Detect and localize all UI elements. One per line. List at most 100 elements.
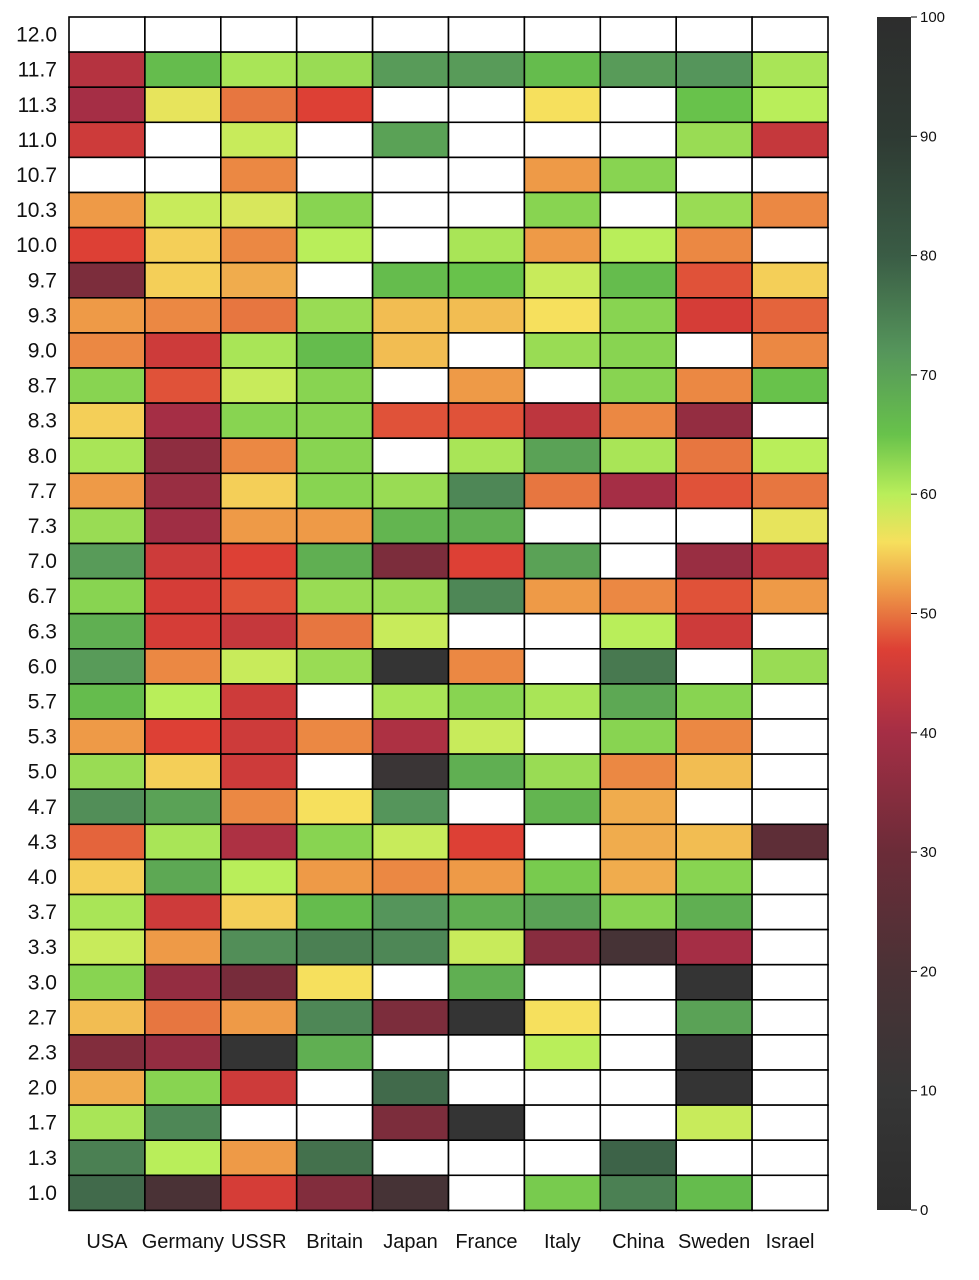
heatmap-cell: [447, 823, 526, 861]
heatmap-cell: [371, 893, 450, 931]
heatmap-cell: [295, 928, 374, 966]
heatmap-cell: [447, 121, 526, 159]
heatmap-cell: [220, 402, 298, 440]
colorbar-tick-label: 80: [920, 248, 937, 265]
heatmap-cell: [68, 1069, 146, 1106]
heatmap-cell: [68, 86, 146, 124]
heatmap-cell: [675, 718, 753, 755]
heatmap-cell: [371, 823, 450, 861]
heatmap-cell: [751, 191, 829, 229]
heatmap-cell: [371, 472, 450, 510]
y-tick-label: 6.0: [28, 655, 57, 678]
heatmap-cell: [751, 121, 829, 159]
heatmap-cell: [295, 577, 374, 615]
heatmap-cell: [220, 963, 298, 1001]
y-tick-label: 3.7: [28, 901, 57, 924]
heatmap-cell: [599, 963, 677, 1001]
heatmap-cell: [295, 1069, 374, 1106]
x-tick-label: Britain: [306, 1231, 363, 1253]
heatmap-cell: [371, 156, 450, 194]
heatmap-cell: [68, 788, 146, 826]
heatmap-cell: [68, 647, 146, 685]
heatmap-cell: [675, 788, 753, 826]
heatmap-cell: [144, 437, 222, 475]
heatmap-cell: [599, 86, 677, 124]
heatmap-cell: [599, 437, 677, 475]
heatmap-cell: [447, 1174, 526, 1212]
heatmap-cell: [675, 1104, 753, 1141]
heatmap-cell: [447, 472, 526, 510]
colorbar-tick-label: 30: [920, 844, 937, 861]
y-tick-label: 9.3: [28, 304, 57, 327]
heatmap-cell: [295, 402, 374, 440]
heatmap-cell: [371, 402, 450, 440]
heatmap-cell: [523, 261, 602, 299]
heatmap-cell: [68, 683, 146, 720]
heatmap-cell: [599, 261, 677, 299]
heatmap-cell: [599, 612, 677, 650]
heatmap-cell: [523, 1139, 602, 1177]
heatmap-cell: [447, 577, 526, 615]
heatmap-cell: [675, 1139, 753, 1177]
heatmap-cell: [523, 226, 602, 264]
heatmap-cell: [371, 1174, 450, 1212]
y-tick-label: 9.7: [28, 269, 57, 292]
heatmap-cell: [295, 437, 374, 475]
heatmap-cell: [523, 51, 602, 88]
heatmap-cell: [220, 437, 298, 475]
heatmap-cell: [68, 226, 146, 264]
heatmap-cell: [599, 191, 677, 229]
heatmap-cell: [295, 51, 374, 88]
heatmap-cell: [220, 788, 298, 826]
y-tick-label: 2.3: [28, 1041, 57, 1064]
heatmap-cell: [447, 296, 526, 334]
heatmap-cell: [447, 612, 526, 650]
heatmap-cell: [599, 1174, 677, 1212]
heatmap-cell: [675, 858, 753, 896]
heatmap-cell: [523, 1104, 602, 1141]
heatmap-cell: [447, 1104, 526, 1141]
heatmap-cell: [751, 893, 829, 931]
x-tick-label: Japan: [383, 1231, 438, 1253]
heatmap-cell: [599, 16, 677, 53]
heatmap-cell: [144, 156, 222, 194]
heatmap-cell: [371, 121, 450, 159]
heatmap-cell: [220, 928, 298, 966]
heatmap-cell: [447, 542, 526, 580]
heatmap-cell: [144, 367, 222, 404]
heatmap-cell: [675, 261, 753, 299]
heatmap-cell: [68, 612, 146, 650]
heatmap-cell: [371, 753, 450, 790]
heatmap-cell: [371, 296, 450, 334]
y-tick-label: 9.0: [28, 339, 57, 362]
y-tick-label: 5.7: [28, 690, 57, 713]
heatmap-cell: [144, 86, 222, 124]
heatmap-cell: [220, 823, 298, 861]
heatmap-cell: [447, 963, 526, 1001]
heatmap-cell: [599, 1069, 677, 1106]
heatmap-cell: [144, 753, 222, 790]
heatmap-cell: [523, 928, 602, 966]
heatmap-cell: [295, 683, 374, 720]
heatmap-cell: [68, 577, 146, 615]
heatmap-cell: [295, 753, 374, 790]
heatmap-cell: [68, 121, 146, 159]
y-tick-label: 11.3: [18, 94, 57, 117]
heatmap-cell: [220, 893, 298, 931]
heatmap-cell: [523, 542, 602, 580]
heatmap-cell: [751, 1104, 829, 1141]
x-tick-label: Italy: [544, 1231, 581, 1253]
heatmap-cell: [675, 16, 753, 53]
heatmap-cell: [751, 823, 829, 861]
heatmap-cell: [68, 437, 146, 475]
heatmap-cell: [68, 296, 146, 334]
colorbar-tick-label: 60: [920, 486, 937, 503]
heatmap-cell: [220, 332, 298, 369]
heatmap-cell: [144, 788, 222, 826]
heatmap-cell: [295, 998, 374, 1036]
heatmap-cell: [523, 823, 602, 861]
heatmap-cell: [523, 86, 602, 124]
heatmap-cell: [220, 191, 298, 229]
y-tick-label: 4.7: [28, 796, 57, 819]
heatmap-cell: [599, 542, 677, 580]
